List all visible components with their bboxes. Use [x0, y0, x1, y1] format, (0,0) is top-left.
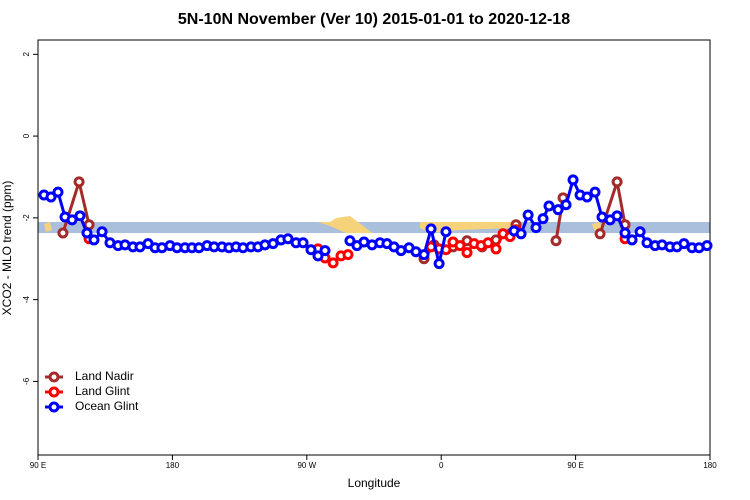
point	[73, 176, 85, 188]
point	[327, 257, 339, 269]
point	[611, 210, 623, 222]
y-tick-label: 2	[22, 52, 31, 57]
point	[45, 191, 57, 203]
point	[418, 249, 430, 261]
point	[88, 234, 100, 246]
ocean-band	[38, 222, 710, 233]
legend-swatch	[48, 371, 60, 383]
legend-swatch	[48, 401, 60, 413]
point	[344, 235, 356, 247]
x-tick-label: 180	[166, 461, 180, 470]
point	[96, 226, 108, 238]
point	[482, 237, 494, 249]
y-tick-label: -6	[22, 377, 31, 385]
legend-label: Ocean Glint	[75, 399, 139, 413]
point	[66, 214, 78, 226]
point	[594, 228, 606, 240]
point	[342, 249, 354, 261]
legend-label: Land Glint	[75, 384, 130, 398]
point	[678, 238, 690, 250]
chart-title: 5N-10N November (Ver 10) 2015-01-01 to 2…	[178, 11, 570, 28]
x-tick-label: 90 E	[30, 461, 46, 470]
point	[543, 200, 555, 212]
point	[312, 250, 324, 262]
y-tick-label: -4	[22, 296, 31, 304]
y-axis-label: XCO2 - MLO trend (ppm)	[0, 181, 14, 316]
point	[282, 233, 294, 245]
point	[81, 227, 93, 239]
x-tick-label: 180	[703, 461, 717, 470]
x-tick-label: 90 E	[567, 461, 583, 470]
point	[611, 176, 623, 188]
point	[440, 226, 452, 238]
point	[634, 226, 646, 238]
point	[537, 213, 549, 225]
point	[567, 174, 579, 186]
point	[297, 237, 309, 249]
point	[701, 240, 713, 252]
point	[490, 243, 502, 255]
x-axis-label: Longitude	[348, 476, 401, 490]
point	[589, 186, 601, 198]
x-tick-label: 90 W	[297, 461, 316, 470]
point	[522, 209, 534, 221]
point	[581, 191, 593, 203]
point	[560, 199, 572, 211]
point	[461, 247, 473, 259]
point	[454, 240, 466, 252]
point	[425, 223, 437, 235]
legend-swatch	[48, 386, 60, 398]
point	[74, 210, 86, 222]
point	[319, 245, 331, 257]
point	[626, 234, 638, 246]
point	[57, 227, 69, 239]
point	[530, 222, 542, 234]
point	[433, 258, 445, 270]
point	[305, 244, 317, 256]
point	[52, 186, 64, 198]
x-tick-label: 0	[439, 461, 444, 470]
point	[550, 235, 562, 247]
point	[619, 227, 631, 239]
y-tick-label: 0	[22, 133, 31, 138]
point	[515, 228, 527, 240]
y-tick-label: -2	[22, 214, 31, 222]
point	[552, 204, 564, 216]
legend-label: Land Nadir	[75, 369, 134, 383]
land-patch	[318, 216, 372, 233]
land-patch	[44, 222, 52, 232]
